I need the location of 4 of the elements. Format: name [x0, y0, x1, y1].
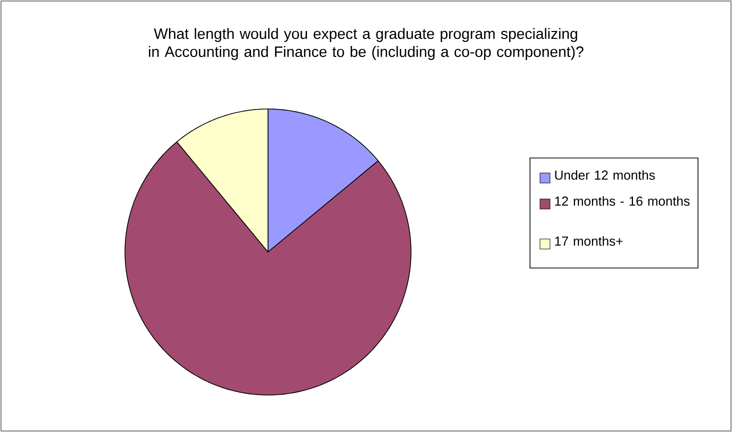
legend-label: 12 months - 16 months	[555, 196, 690, 206]
chart-title: What length would you expect a graduate program specializing in Accounting and Finance to be (including a co-op component)?	[148, 28, 584, 60]
legend-label: 17 months+	[555, 236, 623, 246]
legend-label: Under 12 months	[555, 170, 655, 180]
